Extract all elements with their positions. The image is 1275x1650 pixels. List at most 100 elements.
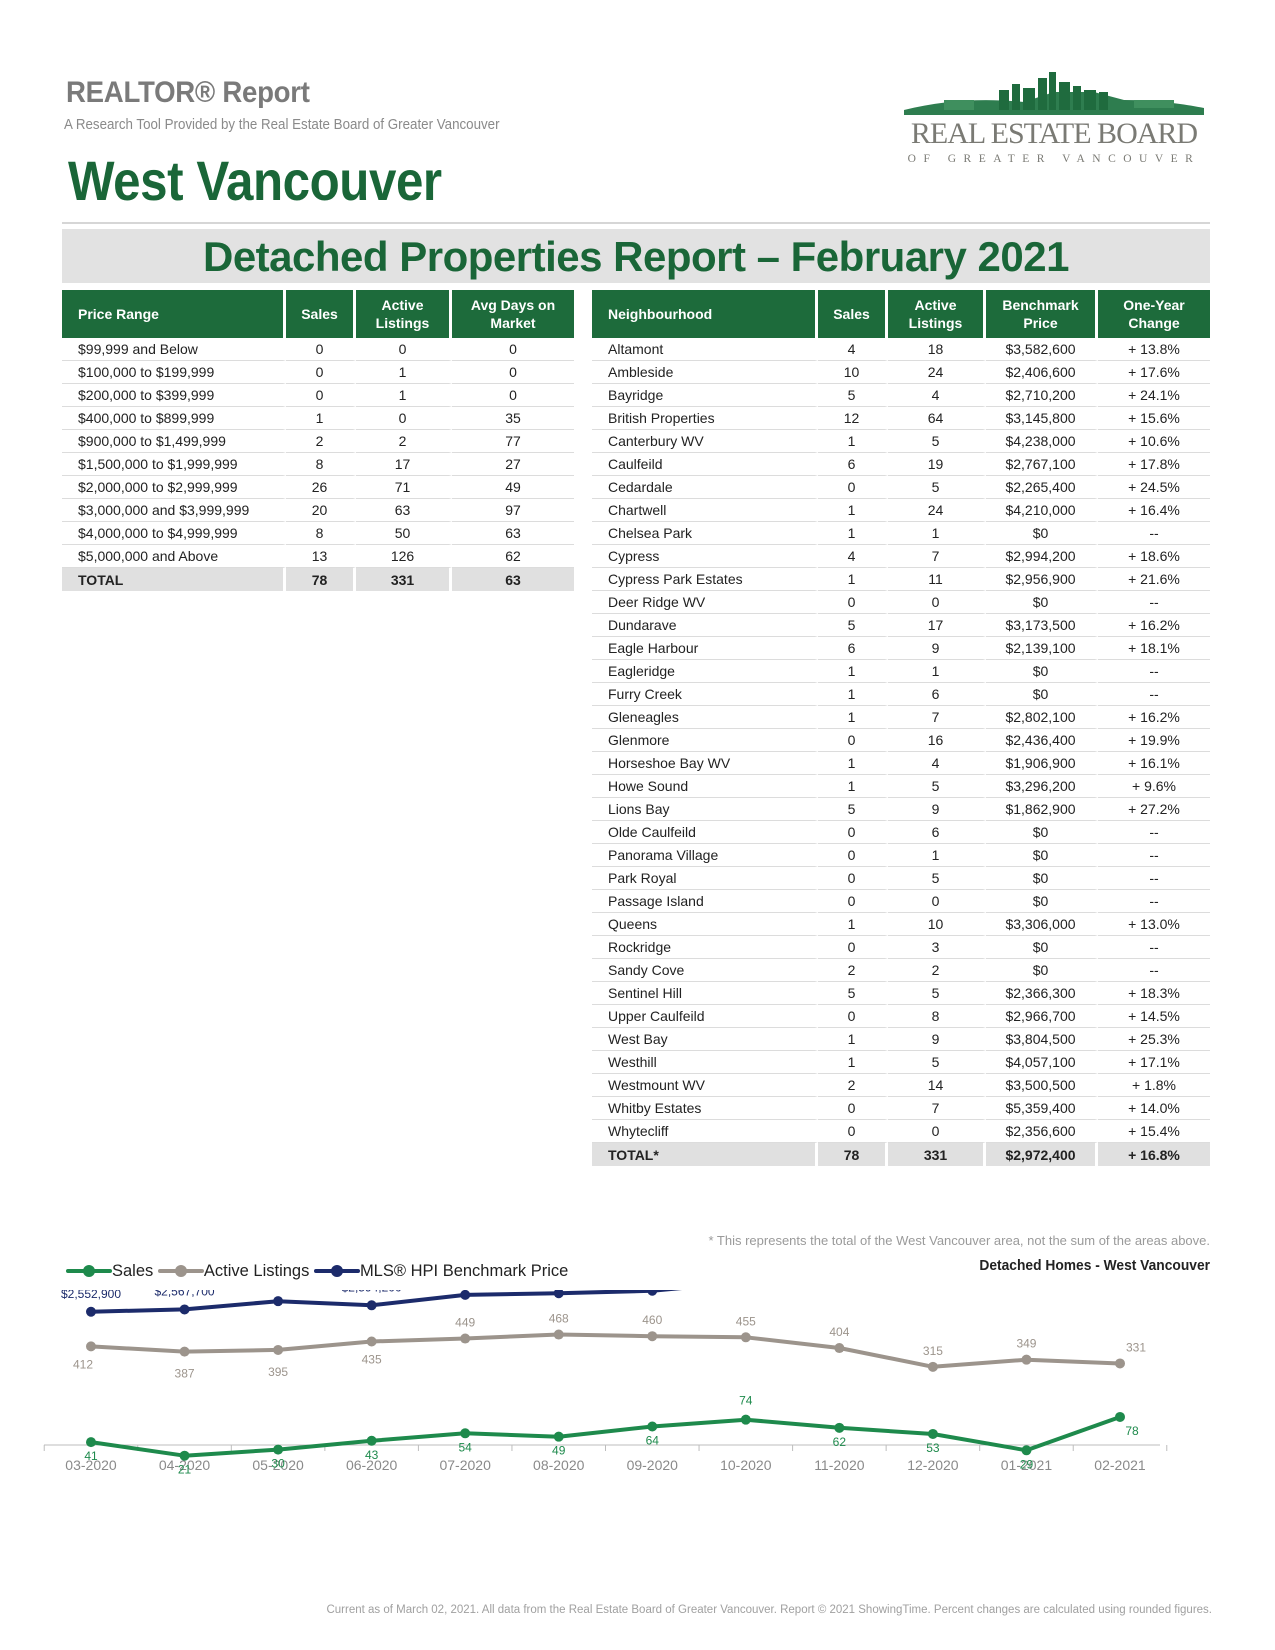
cell-price: $4,210,000 [986,499,1098,522]
cell-change: -- [1098,890,1210,913]
cell-price: $1,906,900 [986,752,1098,775]
cell-sales: 1 [818,775,888,798]
cell-sales: 2 [286,430,356,453]
chart-legend: Sales Active Listings MLS® HPI Benchmark… [66,1261,568,1281]
cell-sales: 0 [818,729,888,752]
cell-change: -- [1098,683,1210,706]
legend-label-active-listings: Active Listings [203,1261,310,1280]
report-subtitle: A Research Tool Provided by the Real Est… [64,117,500,133]
total-active: 331 [356,568,452,591]
trend-line-chart: 03-2020 04-2020 05-2020 06-2020 07-2020 08-20… [43,1290,1168,1477]
cell-name: Panorama Village [592,844,818,867]
cell-price: $2,802,100 [986,706,1098,729]
data-point [86,1437,96,1448]
cell-change: -- [1098,821,1210,844]
col-active-listings: Active Listings [888,290,986,338]
col-benchmark-price: Benchmark Price [986,290,1098,338]
cell-active: 1 [356,384,452,407]
table-row: Canterbury WV 1 5 $4,238,000 + 10.6% [592,430,1210,453]
table-footnote: * This represents the total of the West … [708,1233,1210,1248]
table-row: $900,000 to $1,499,999 2 2 77 [62,430,574,453]
table-row: Queens 1 10 $3,306,000 + 13.0% [592,913,1210,936]
cell-sales: 1 [818,660,888,683]
cell-name: Rockridge [592,936,818,959]
table-row: Cypress 4 7 $2,994,200 + 18.6% [592,545,1210,568]
cell-name: British Properties [592,407,818,430]
table-row: Sentinel Hill 5 5 $2,366,300 + 18.3% [592,982,1210,1005]
table-row: $100,000 to $199,999 0 1 0 [62,361,574,384]
report-banner: Detached Properties Report – February 20… [62,229,1210,283]
cell-change: + 27.2% [1098,798,1210,821]
data-label: 349 [1016,1337,1036,1351]
table-row: Eagleridge 1 1 $0 -- [592,660,1210,683]
cell-active: 0 [888,890,986,913]
cell-active: 17 [356,453,452,476]
cell-name: Queens [592,913,818,936]
cell-name: Olde Caulfeild [592,821,818,844]
x-tick-label: 10-2020 [720,1457,772,1473]
cell-price: $0 [986,844,1098,867]
cell-sales: 5 [818,384,888,407]
cell-name: Sentinel Hill [592,982,818,1005]
cell-active: 24 [888,361,986,384]
cell-sales: 5 [818,982,888,1005]
cell-name: Dundarave [592,614,818,637]
total-row: TOTAL 78 331 63 [62,568,574,591]
cell-name: Chartwell [592,499,818,522]
table-row: Chartwell 1 24 $4,210,000 + 16.4% [592,499,1210,522]
col-active-listings: Active Listings [356,290,452,338]
cell-days: 0 [452,384,574,407]
data-point [1115,1411,1125,1422]
cell-active: 9 [888,798,986,821]
table-row: Whitby Estates 0 7 $5,359,400 + 14.0% [592,1097,1210,1120]
cell-name: Westhill [592,1051,818,1074]
table-row: Bayridge 5 4 $2,710,200 + 24.1% [592,384,1210,407]
cell-price: $3,582,600 [986,338,1098,361]
table-row: Whytecliff 0 0 $2,356,600 + 15.4% [592,1120,1210,1143]
cell-change: + 13.0% [1098,913,1210,936]
col-sales: Sales [818,290,888,338]
data-label: 315 [923,1344,943,1358]
cell-active: 2 [356,430,452,453]
cell-price: $2,710,200 [986,384,1098,407]
cell-name: Park Royal [592,867,818,890]
cell-change: + 19.9% [1098,729,1210,752]
data-point [553,1329,564,1340]
cell-change: + 16.2% [1098,706,1210,729]
legend-label-sales: Sales [112,1261,154,1280]
cell-days: 63 [452,522,574,545]
cell-days: 0 [452,338,574,361]
cell-change: + 18.1% [1098,637,1210,660]
x-tick-label: 09-2020 [627,1457,679,1473]
data-point [179,1304,190,1315]
cell-sales: 1 [818,1051,888,1074]
cell-active: 3 [888,936,986,959]
cell-active: 5 [888,982,986,1005]
data-point [460,1333,471,1344]
table-row: $2,000,000 to $2,999,999 26 71 49 [62,476,574,499]
data-label: 74 [739,1394,753,1408]
cell-change: + 9.6% [1098,775,1210,798]
cell-change: + 15.4% [1098,1120,1210,1143]
cell-active: 10 [888,913,986,936]
total-sales: 78 [818,1143,888,1166]
table-row: $1,500,000 to $1,999,999 8 17 27 [62,453,574,476]
cell-range: $3,000,000 and $3,999,999 [62,499,286,522]
table-row: Lions Bay 5 9 $1,862,900 + 27.2% [592,798,1210,821]
cell-change: -- [1098,867,1210,890]
cell-change: + 16.4% [1098,499,1210,522]
cell-active: 11 [888,568,986,591]
data-label: 21 [178,1463,192,1477]
cell-change: -- [1098,660,1210,683]
cell-sales: 0 [818,936,888,959]
cell-price: $3,173,500 [986,614,1098,637]
data-point [834,1343,845,1354]
data-label: 404 [829,1325,849,1339]
table-row: Howe Sound 1 5 $3,296,200 + 9.6% [592,775,1210,798]
cell-price: $0 [986,660,1098,683]
cell-price: $2,436,400 [986,729,1098,752]
cell-change: -- [1098,522,1210,545]
data-point [366,1336,377,1347]
cell-active: 6 [888,683,986,706]
total-range: TOTAL [62,568,286,591]
